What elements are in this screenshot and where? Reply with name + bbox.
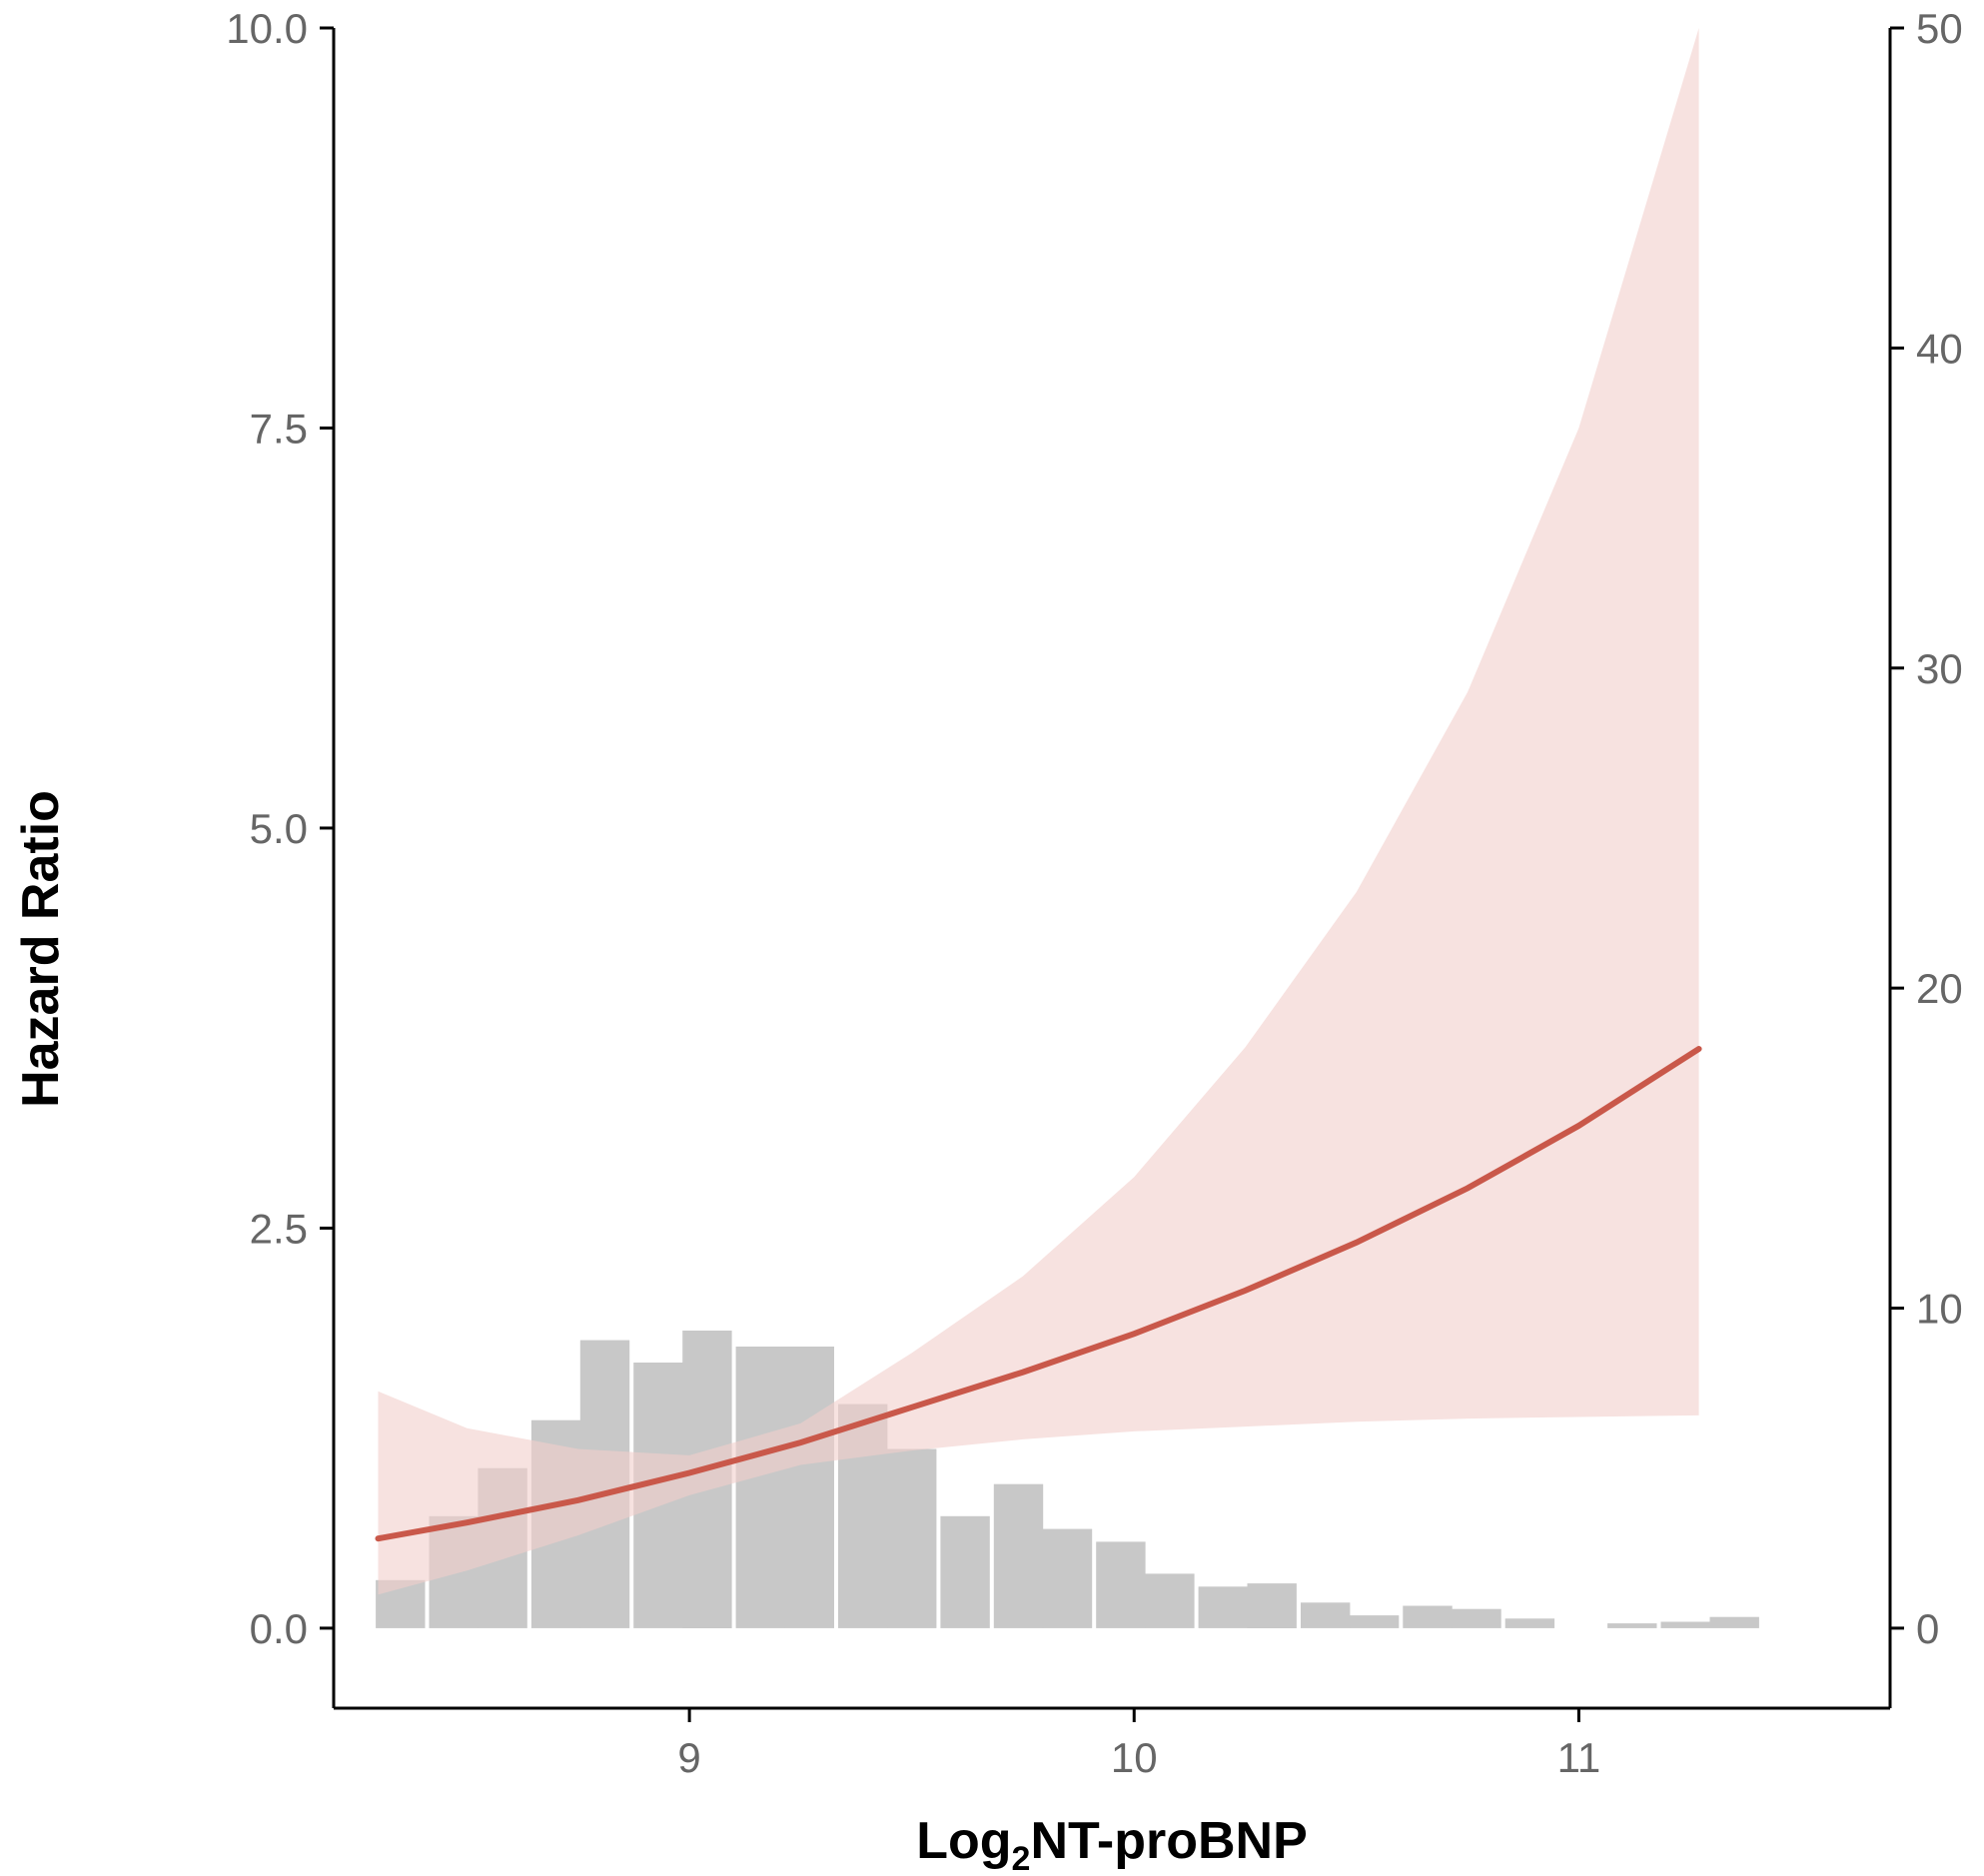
histogram-bar — [1042, 1528, 1093, 1628]
histogram-bar — [993, 1483, 1044, 1628]
y2-tick-label: 30 — [1916, 645, 1963, 692]
y-axis-ticks: 0.0 2.5 5.0 7.5 10.0 — [226, 5, 334, 1652]
histogram-bar — [1096, 1541, 1146, 1628]
x-axis-title-subscript: 2 — [1012, 1840, 1031, 1876]
x-axis-title-main: Log — [916, 1812, 1011, 1870]
y2-tick-label: 40 — [1916, 325, 1963, 372]
histogram-bar — [1301, 1602, 1351, 1628]
histogram-bar — [940, 1515, 990, 1628]
histogram-bar — [1349, 1615, 1400, 1628]
histogram-bar — [1452, 1608, 1501, 1628]
x-tick-label: 10 — [1111, 1734, 1158, 1781]
histogram-bar — [1198, 1586, 1248, 1628]
y2-tick-label: 20 — [1916, 965, 1963, 1012]
hazard-ratio-line — [375, 1046, 1702, 1542]
histogram-bar — [1504, 1618, 1555, 1628]
histogram-bar — [887, 1448, 937, 1628]
y-tick-label: 0.0 — [250, 1605, 308, 1652]
histogram-bar — [1607, 1623, 1657, 1628]
y-tick-label: 2.5 — [250, 1205, 308, 1252]
histogram-bar — [1709, 1616, 1759, 1628]
y2-tick-label: 10 — [1916, 1286, 1963, 1333]
y2-tick-label: 0 — [1916, 1605, 1939, 1652]
histogram-bar — [1660, 1621, 1710, 1628]
x-tick-label: 9 — [677, 1734, 700, 1781]
histogram-bar — [1145, 1573, 1195, 1628]
histogram-bar — [784, 1347, 834, 1628]
y-axis-title: Hazard Ratio — [12, 790, 70, 1108]
x-axis-ticks: 9 10 11 — [677, 1708, 1600, 1781]
confidence-band — [378, 28, 1699, 1595]
x-tick-label: 11 — [1557, 1734, 1601, 1781]
y-tick-label: 7.5 — [250, 405, 308, 452]
histogram-bar — [1403, 1605, 1453, 1628]
histogram-bar — [1247, 1583, 1297, 1628]
y-tick-label: 5.0 — [250, 805, 308, 852]
y2-tick-label: 50 — [1916, 5, 1963, 52]
x-axis-title: Log2NT-proBNP — [916, 1812, 1308, 1876]
x-axis-title-rest: NT-proBNP — [1030, 1812, 1307, 1870]
histogram-bar — [735, 1347, 785, 1628]
y-tick-label: 10.0 — [226, 5, 308, 52]
y2-axis-ticks: 0 10 20 30 40 50 — [1890, 5, 1963, 1652]
